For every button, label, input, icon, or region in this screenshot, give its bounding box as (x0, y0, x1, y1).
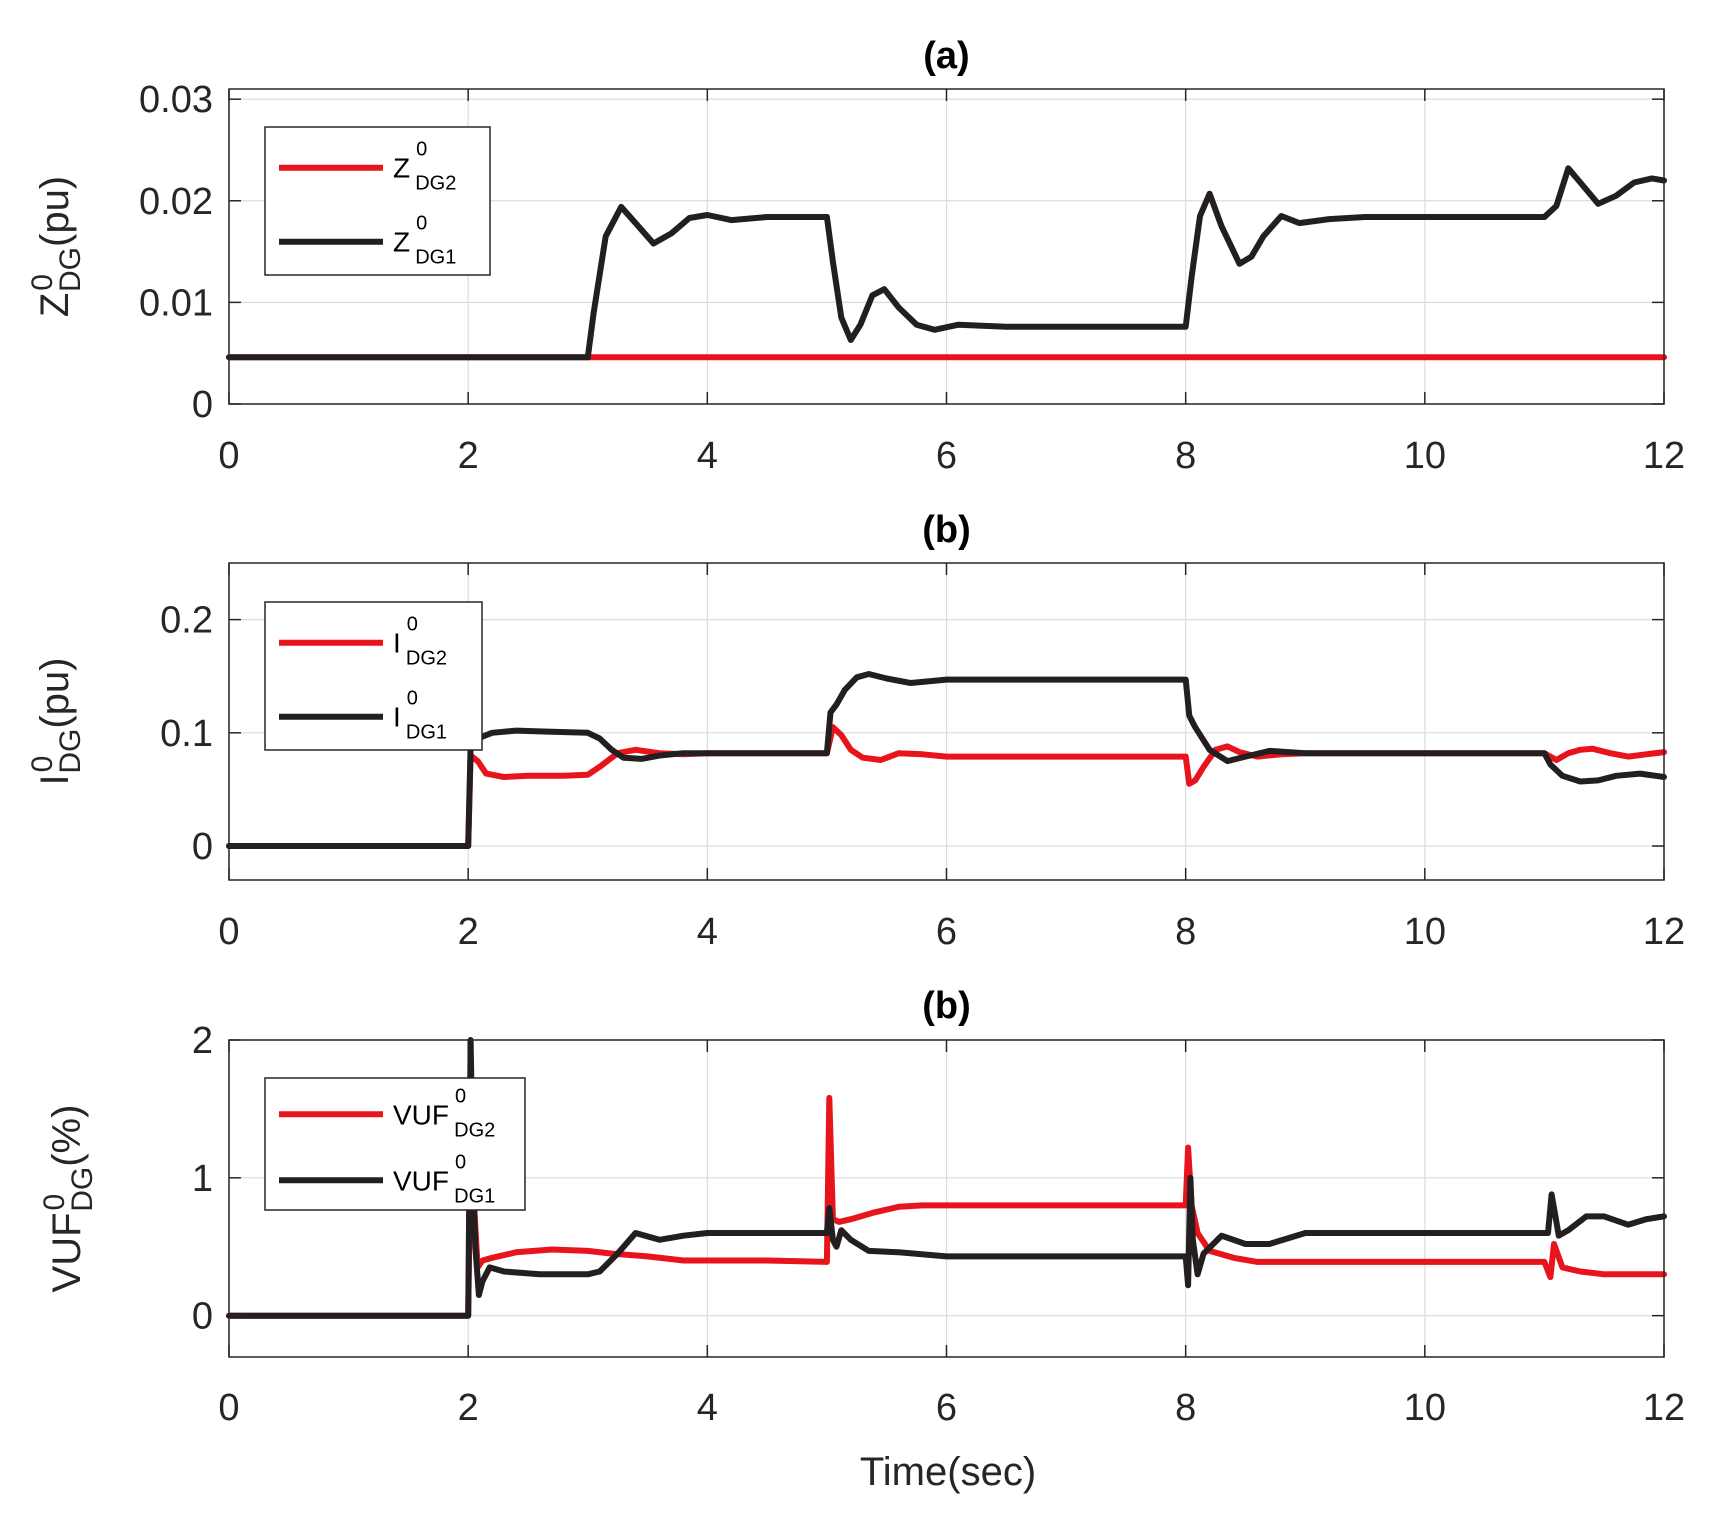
legend-label-sub: DG2 (415, 173, 456, 195)
legend-box (264, 126, 491, 276)
y-tick-label: 1 (192, 1158, 213, 1200)
x-tick-label: 6 (936, 435, 957, 477)
legend-label-sup: 0 (407, 614, 418, 636)
legend-label-sub: DG1 (415, 247, 456, 269)
x-tick-label: 6 (936, 1387, 957, 1429)
y-axis-label-sup: 0 (26, 756, 59, 773)
y-tick-label: 0.01 (139, 282, 213, 324)
y-axis-label-sub: DG (66, 1167, 99, 1212)
y-tick-label: 0.02 (139, 181, 213, 223)
legend-box (264, 601, 483, 751)
legend-label-main: VUF (393, 1099, 449, 1130)
y-tick-label: 0.03 (139, 79, 213, 121)
y-tick-label: 0 (192, 1296, 213, 1338)
x-tick-label: 4 (697, 911, 718, 953)
y-axis-label: I0DG(pu) (26, 658, 87, 786)
x-tick-label: 8 (1175, 911, 1196, 953)
legend-label-sub: DG1 (406, 722, 447, 744)
legend-label-main: Z (393, 227, 410, 258)
legend-label-sup: 0 (455, 1151, 466, 1173)
legend-label-sup: 0 (407, 688, 418, 710)
y-axis-label-main: VUF (45, 1212, 89, 1292)
legend-label-dg2: I0 DG2 (393, 614, 447, 670)
y-axis-label: VUF0DG(%) (38, 1105, 99, 1293)
y-axis-label-main: I (33, 774, 77, 785)
y-axis-label-unit: (pu) (33, 658, 77, 729)
legend-label-sup: 0 (416, 213, 427, 235)
legend-box (264, 1077, 526, 1211)
y-axis-label: Z 0DG(pu) (26, 176, 87, 317)
y-axis-label-unit: (pu) (33, 176, 77, 247)
series-line-dg1 (226, 671, 1667, 849)
x-tick-label: 2 (458, 911, 479, 953)
x-axis-label: Time(sec) (860, 1450, 1036, 1494)
legend-label-main: Z (393, 153, 410, 184)
panel-title: (a) (923, 35, 969, 77)
series-line-dg2 (226, 1094, 1667, 1319)
x-tick-label: 8 (1175, 1387, 1196, 1429)
legend-label-sub: DG2 (406, 648, 447, 670)
x-tick-label: 12 (1643, 911, 1685, 953)
x-tick-label: 12 (1643, 1387, 1685, 1429)
series-line-dg1 (226, 1037, 1667, 1319)
x-tick-label: 6 (936, 911, 957, 953)
y-axis-label-sub: DG (54, 729, 87, 774)
panel-title: (b) (922, 985, 971, 1027)
legend-label-sup: 0 (416, 139, 427, 161)
x-tick-label: 4 (697, 435, 718, 477)
legend-label-dg2: VUF 0 DG2 (393, 1085, 495, 1141)
y-axis-label-sup: 0 (26, 274, 59, 291)
y-tick-label: 0 (192, 826, 213, 868)
y-tick-label: 2 (192, 1020, 213, 1062)
legend-label-main: VUF (393, 1165, 449, 1196)
legend-label-sub: DG1 (454, 1185, 495, 1207)
legend-label-dg1: VUF 0 DG1 (393, 1151, 495, 1207)
y-axis-label-sub: DG (54, 247, 87, 292)
y-tick-label: 0.2 (160, 600, 213, 642)
legend-label-dg1: I0 DG1 (393, 688, 447, 744)
x-tick-label: 4 (697, 1387, 718, 1429)
legend-label-dg1: Z0 DG1 (393, 213, 456, 269)
x-tick-label: 0 (218, 435, 239, 477)
x-tick-label: 8 (1175, 435, 1196, 477)
x-tick-label: 0 (218, 1387, 239, 1429)
series-line-dg1 (226, 165, 1667, 361)
x-tick-label: 10 (1404, 911, 1446, 953)
y-axis-label-main: Z (33, 293, 77, 317)
x-tick-label: 12 (1643, 435, 1685, 477)
x-tick-label: 2 (458, 1387, 479, 1429)
x-tick-label: 2 (458, 435, 479, 477)
x-tick-label: 10 (1404, 1387, 1446, 1429)
legend-label-main: I (393, 628, 401, 659)
legend-label-sub: DG2 (454, 1119, 495, 1141)
x-tick-label: 10 (1404, 435, 1446, 477)
y-tick-label: 0.1 (160, 713, 213, 755)
y-axis-label-sup: 0 (38, 1194, 71, 1211)
legend-label-dg2: Z0 DG2 (393, 139, 456, 195)
legend-label-main: I (393, 702, 401, 733)
y-axis-label-unit: (%) (45, 1105, 89, 1167)
legend-label-sup: 0 (455, 1085, 466, 1107)
x-tick-label: 0 (218, 911, 239, 953)
y-tick-label: 0 (192, 384, 213, 426)
panel-title: (b) (922, 509, 971, 551)
